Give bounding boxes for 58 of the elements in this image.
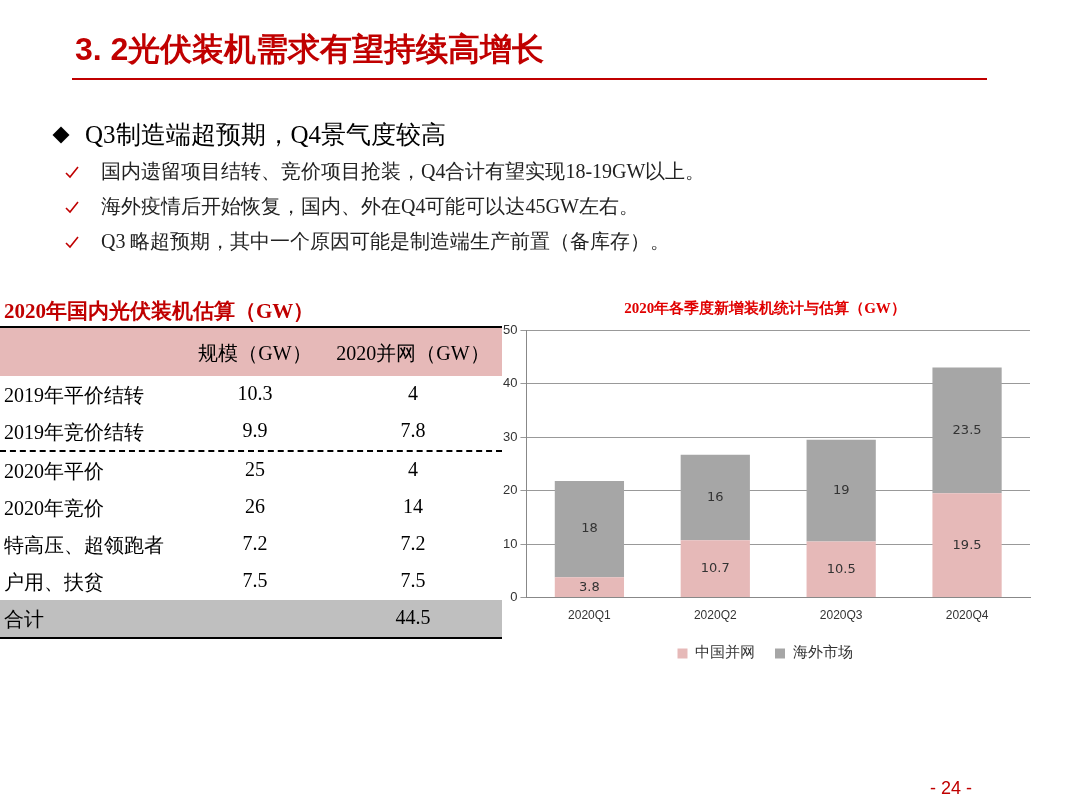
legend-label: 中国并网: [695, 644, 755, 661]
text: 2020年国内光伏装机估算（GW）: [3, 298, 316, 325]
data-label: 25: [244, 458, 266, 481]
category-label: 2020年竞价: [4, 496, 104, 521]
data-label: 10.5: [826, 560, 856, 576]
data-label: 26: [244, 495, 266, 518]
text: 海外疫情后开始恢复，国内、外在Q4可能可以达45GW左右。: [101, 194, 639, 219]
bar: [680, 540, 750, 598]
text: Q3 略超预期，其中一个原因可能是制造端生产前置（备库存）。: [101, 229, 671, 254]
bar: [680, 454, 750, 541]
y-tick-label: 20: [502, 482, 518, 498]
bar: [806, 439, 876, 542]
data-label: 16: [707, 488, 724, 504]
y-tick-label: 30: [502, 428, 518, 444]
y-tick-label: 10: [502, 535, 518, 551]
bar: [554, 577, 625, 598]
y-tick-label: 50: [502, 321, 518, 337]
data-label: 19: [832, 481, 850, 497]
data-label: 7.2: [399, 532, 427, 555]
data-label: 10.7: [700, 560, 730, 576]
category-label: 2019年竞价结转: [4, 420, 144, 445]
bar: [806, 541, 876, 598]
legend-label: 海外市场: [792, 644, 853, 661]
x-tick-label: 2020Q1: [568, 608, 612, 623]
text: 规模（GW）: [197, 341, 313, 366]
y-tick-label: 40: [502, 375, 518, 391]
data-label: 9.9: [241, 419, 269, 442]
text: 国内遗留项目结转、竞价项目抢装，Q4合计有望实现18-19GW以上。: [101, 159, 706, 184]
data-label: 7.2: [241, 532, 269, 555]
data-label: 19.5: [952, 536, 982, 552]
data-label: 4: [407, 458, 419, 481]
data-label: 18: [581, 520, 598, 536]
bar: [932, 367, 1002, 494]
category-label: 户用、扶贫: [4, 570, 104, 595]
data-label: 7.8: [399, 419, 427, 442]
bar: [554, 480, 625, 578]
data-label: 4: [407, 382, 419, 405]
x-tick-label: 2020Q4: [945, 608, 989, 623]
data-label: 44.5: [394, 606, 432, 629]
chart-title: 2020年各季度新增装机统计与估算（GW）: [624, 298, 906, 316]
x-tick-label: 2020Q2: [693, 608, 737, 623]
category-label: 2020年平价: [4, 459, 104, 484]
data-label: 14: [402, 495, 424, 518]
data-label: 7.5: [399, 569, 427, 592]
category-label: 2019年平价结转: [4, 383, 144, 408]
data-label: 10.3: [236, 382, 274, 405]
y-tick-label: 0: [510, 589, 518, 605]
data-label: 23.5: [952, 421, 982, 437]
category-label: 合计: [4, 607, 44, 632]
text: 2020并网（GW）: [335, 341, 491, 366]
data-label: 3.8: [579, 578, 600, 594]
x-tick-label: 2020Q3: [819, 608, 863, 623]
category-label: 特高压、超领跑者: [4, 533, 164, 558]
text: 3. 2光伏装机需求有望持续高增长: [75, 30, 545, 69]
data-label: 7.5: [241, 569, 269, 592]
bar: [932, 493, 1002, 598]
text: - 24 -: [930, 778, 973, 799]
text: Q3制造端超预期，Q4景气度较高: [85, 120, 447, 150]
